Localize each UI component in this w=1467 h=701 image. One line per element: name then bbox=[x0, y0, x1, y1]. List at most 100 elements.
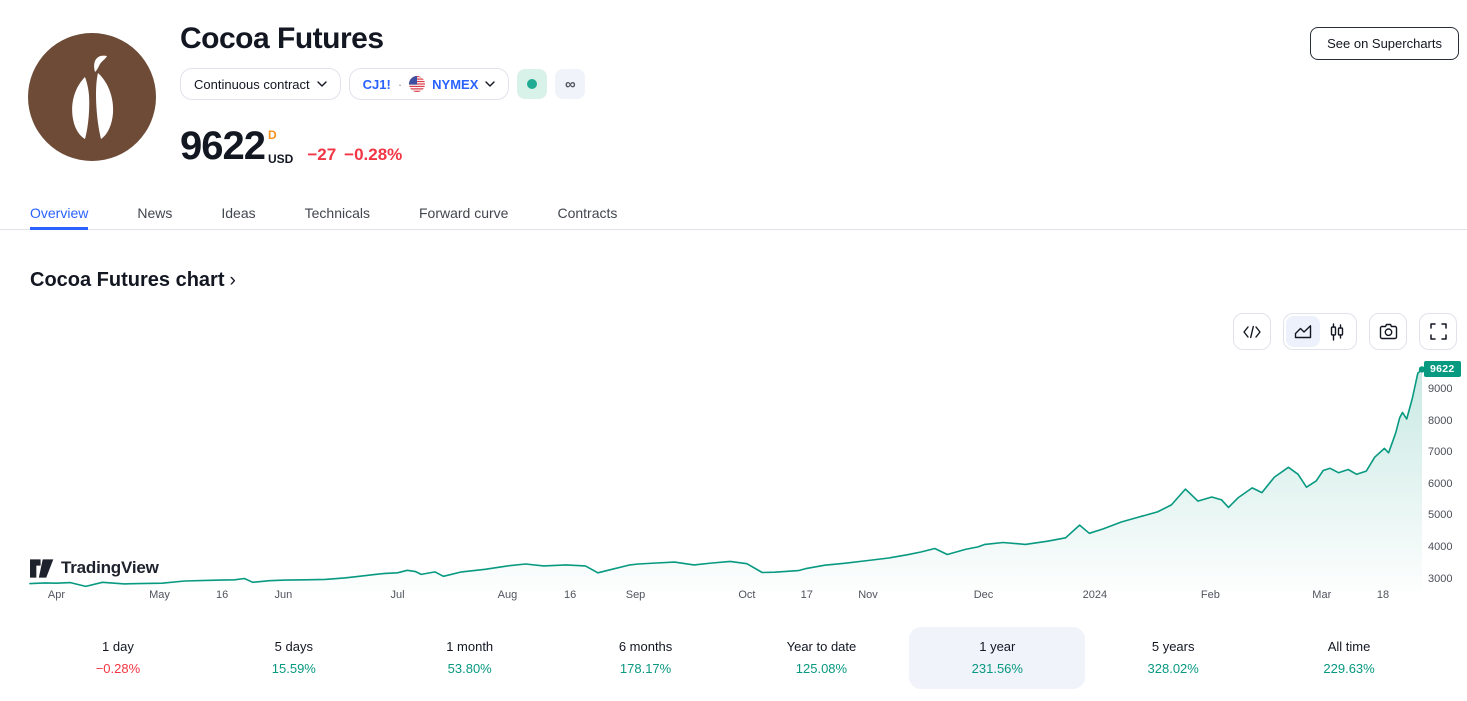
see-on-supercharts-button[interactable]: See on Supercharts bbox=[1310, 27, 1459, 60]
period-change-value: 125.08% bbox=[795, 661, 848, 676]
period-change-value: 231.56% bbox=[971, 661, 1023, 676]
period-button-1-month[interactable]: 1 month 53.80% bbox=[382, 627, 558, 689]
contract-type-label: Continuous contract bbox=[194, 76, 310, 92]
y-axis-tick: 9000 bbox=[1428, 383, 1453, 395]
x-axis-tick-17: 17 bbox=[800, 589, 813, 601]
snapshot-button[interactable] bbox=[1369, 313, 1407, 350]
candles-icon bbox=[1330, 322, 1344, 341]
x-axis-tick-16: 16 bbox=[215, 589, 229, 601]
period-change-value: 328.02% bbox=[1147, 661, 1199, 676]
x-axis-tick-apr: Apr bbox=[47, 589, 65, 601]
period-label: 5 years bbox=[1151, 639, 1195, 654]
period-label: 1 month bbox=[446, 639, 494, 654]
change-percent: −0.28% bbox=[344, 145, 403, 164]
chart-style-switch bbox=[1283, 313, 1357, 350]
exchange-label: NYMEX bbox=[432, 76, 479, 92]
x-axis-tick-sep: Sep bbox=[625, 589, 646, 601]
period-label: 1 year bbox=[979, 639, 1016, 654]
infinity-icon: ∞ bbox=[565, 75, 576, 93]
x-axis-tick-mar: Mar bbox=[1312, 589, 1332, 601]
period-button-6-months[interactable]: 6 months 178.17% bbox=[558, 627, 734, 689]
tradingview-logo-icon bbox=[30, 558, 54, 578]
embed-code-button[interactable] bbox=[1233, 313, 1271, 350]
period-button-1-day[interactable]: 1 day −0.28% bbox=[30, 627, 206, 689]
price-change: −27 −0.28% bbox=[307, 145, 402, 165]
candles-chart-style-button[interactable] bbox=[1320, 316, 1354, 347]
last-price-tag: 9622 bbox=[1424, 361, 1461, 378]
period-button-5-days[interactable]: 5 days 15.59% bbox=[206, 627, 382, 689]
x-axis-tick-feb: Feb bbox=[1200, 589, 1220, 601]
period-button-1-year[interactable]: 1 year 231.56% bbox=[909, 627, 1086, 689]
symbol-label: CJ1! bbox=[362, 76, 391, 92]
contract-type-dropdown[interactable]: Continuous contract bbox=[180, 68, 341, 100]
market-open-dot-icon bbox=[527, 79, 538, 89]
x-axis-tick-jul: Jul bbox=[390, 589, 405, 601]
x-axis-tick-18: 18 bbox=[1376, 589, 1390, 601]
x-axis-tick-nov: Nov bbox=[858, 589, 878, 601]
x-axis-tick-2024: 2024 bbox=[1082, 589, 1108, 601]
see-on-supercharts-label: See on Supercharts bbox=[1327, 36, 1442, 51]
page-title: Cocoa Futures bbox=[180, 22, 384, 55]
symbol-controls: Continuous contract CJ1! · bbox=[180, 68, 586, 100]
chart-price-line bbox=[29, 368, 1423, 588]
area-chart-icon bbox=[1294, 325, 1312, 339]
price-chart[interactable] bbox=[29, 363, 1426, 591]
tab-contracts[interactable]: Contracts bbox=[557, 205, 618, 221]
tab-news[interactable]: News bbox=[137, 205, 173, 221]
x-axis-tick-may: May bbox=[149, 589, 170, 601]
market-open-badge bbox=[517, 69, 548, 99]
period-button-year-to-date[interactable]: Year to date 125.08% bbox=[734, 627, 910, 689]
price-meta: D USD bbox=[268, 128, 293, 166]
tab-ideas[interactable]: Ideas bbox=[221, 205, 256, 221]
symbol-exchange-dropdown[interactable]: CJ1! · NYMEX bbox=[348, 68, 510, 100]
tab-forward-curve[interactable]: Forward curve bbox=[419, 205, 509, 221]
area-chart-style-button[interactable] bbox=[1286, 316, 1320, 347]
fullscreen-icon bbox=[1429, 323, 1447, 340]
cocoa-pod-icon bbox=[28, 33, 156, 161]
last-price: 9622 bbox=[180, 124, 266, 168]
y-axis-tick: 7000 bbox=[1428, 446, 1453, 459]
us-flag-icon bbox=[409, 76, 426, 92]
y-axis-tick: 3000 bbox=[1428, 572, 1453, 585]
period-change-value: 178.17% bbox=[619, 661, 672, 676]
interval-badge: D bbox=[267, 128, 277, 142]
change-absolute: −27 bbox=[307, 145, 337, 164]
tab-technicals[interactable]: Technicals bbox=[304, 205, 370, 221]
y-axis-tick: 4000 bbox=[1428, 540, 1453, 553]
x-axis-tick-oct: Oct bbox=[738, 589, 756, 601]
period-button-all-time[interactable]: All time 229.63% bbox=[1261, 627, 1437, 689]
x-axis-tick-dec: Dec bbox=[973, 589, 994, 601]
chart-area-fill bbox=[30, 369, 1422, 591]
period-button-5-years[interactable]: 5 years 328.02% bbox=[1085, 627, 1261, 689]
cocoa-logo bbox=[28, 33, 156, 161]
chart-section-link[interactable]: Cocoa Futures chart › bbox=[30, 268, 236, 292]
period-change-value: 229.63% bbox=[1323, 661, 1375, 676]
period-label: 5 days bbox=[274, 639, 313, 654]
chevron-down-icon bbox=[316, 81, 327, 87]
last-price-marker bbox=[1418, 366, 1426, 373]
period-change-value: 53.80% bbox=[447, 661, 492, 676]
tab-overview[interactable]: Overview bbox=[30, 199, 89, 230]
period-label: All time bbox=[1327, 639, 1371, 654]
period-change-value: 15.59% bbox=[271, 661, 316, 676]
code-icon bbox=[1243, 325, 1261, 338]
tradingview-logo-text: TradingView bbox=[61, 558, 159, 577]
camera-icon bbox=[1379, 323, 1397, 340]
period-selector: 1 day −0.28% 5 days 15.59% 1 month 53.80% 6 mo… bbox=[30, 627, 1437, 689]
tabs: Overview News Ideas Technicals Forward curve… bbox=[0, 199, 1467, 230]
chevron-down-icon bbox=[485, 81, 496, 87]
fullscreen-button[interactable] bbox=[1419, 313, 1457, 350]
time-axis[interactable]: Apr May 16 Jun Jul Aug 16 Sep Oct 17 Nov Dec 2024 Feb… bbox=[30, 589, 1422, 605]
x-axis-tick-aug: Aug bbox=[497, 589, 518, 601]
y-axis-tick: 5000 bbox=[1428, 509, 1453, 522]
period-label: 6 months bbox=[618, 639, 673, 654]
separator: · bbox=[397, 76, 403, 92]
currency-label: USD bbox=[267, 152, 294, 166]
delayed-data-badge: ∞ bbox=[555, 69, 586, 99]
tradingview-watermark: TradingView bbox=[30, 558, 159, 578]
x-axis-tick-jun: Jun bbox=[274, 589, 293, 601]
chevron-right-icon: › bbox=[229, 270, 236, 291]
price-axis[interactable]: 9000 8000 7000 6000 5000 4000 3000 9622 bbox=[1424, 361, 1466, 591]
y-axis-tick: 6000 bbox=[1428, 477, 1453, 490]
